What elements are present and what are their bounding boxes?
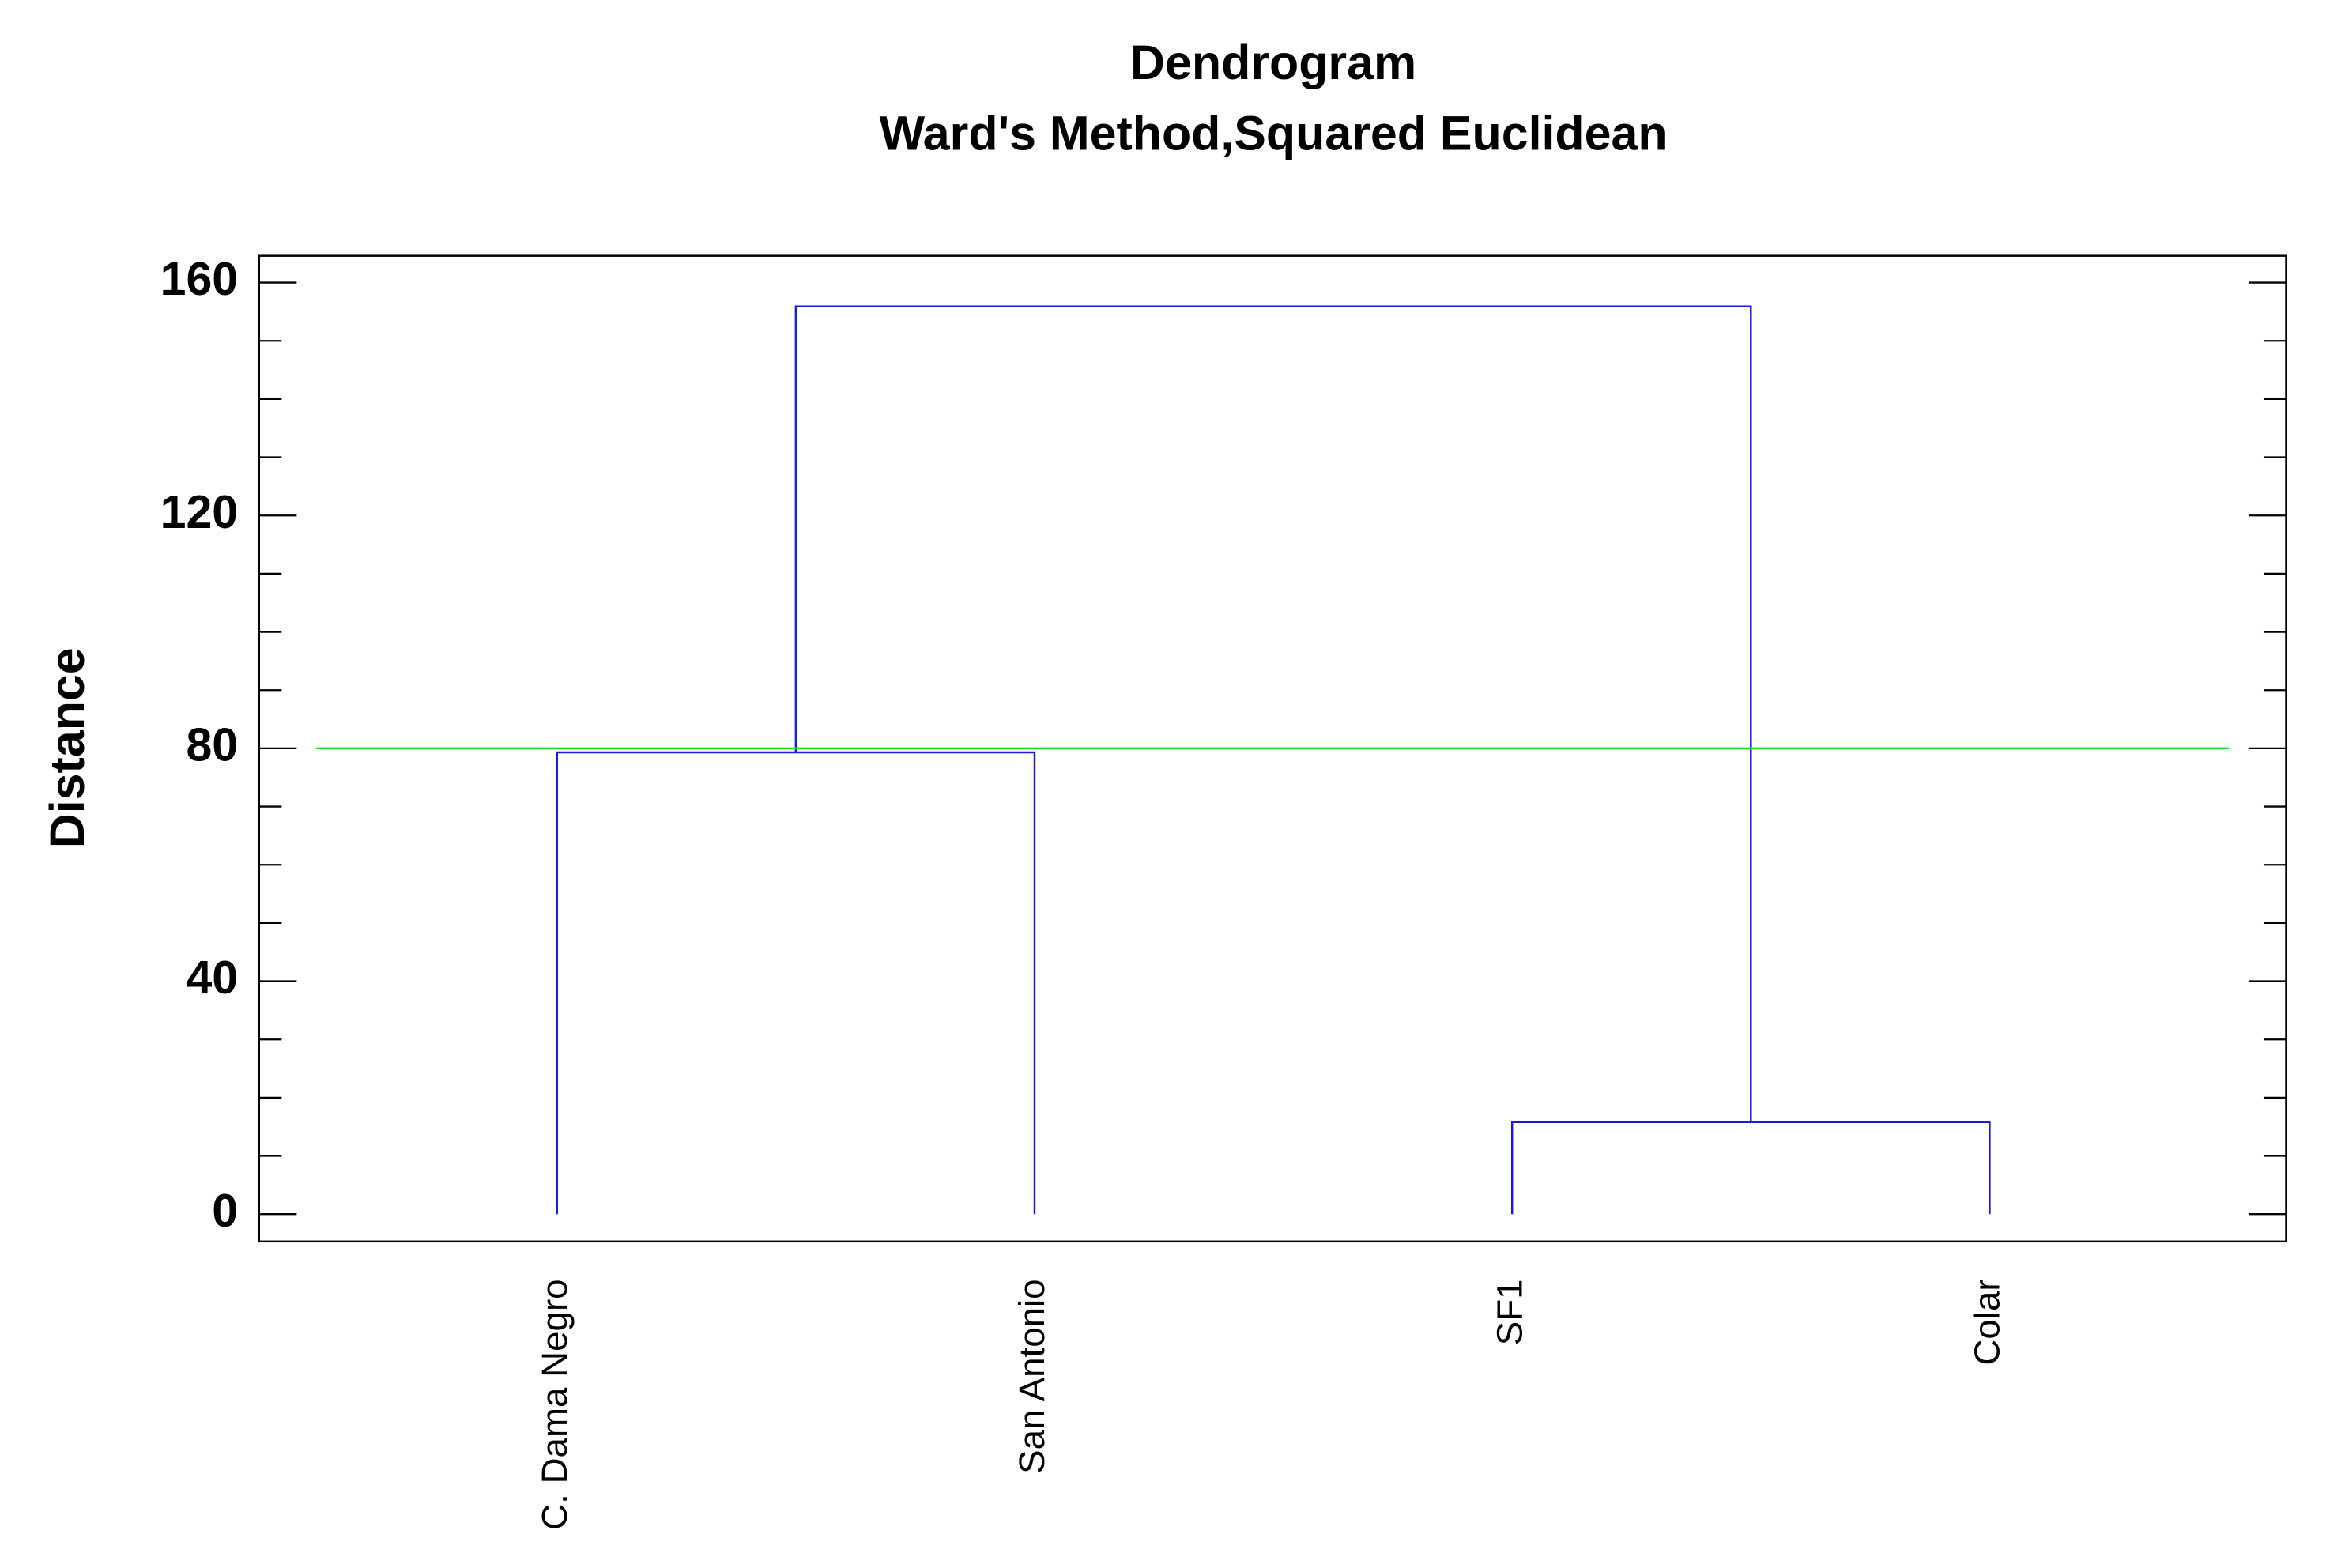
leaf-label: San Antonio (1012, 1279, 1052, 1473)
dendrogram-link (794, 305, 1752, 1122)
y-tick-label: 120 (160, 486, 238, 538)
leaf-label: C. Dama Negro (534, 1279, 575, 1529)
dendrogram-link (1510, 1121, 1991, 1215)
chart-title: Dendrogram (1130, 36, 1416, 89)
y-tick-label: 0 (212, 1185, 238, 1237)
y-axis-label: Distance (40, 647, 94, 848)
dendrogram-link (556, 751, 1036, 1215)
y-tick-label: 160 (160, 253, 238, 305)
chart-subtitle: Ward's Method,Squared Euclidean (880, 106, 1668, 160)
leaf-label: Colar (1966, 1279, 2007, 1365)
y-tick-label: 80 (186, 718, 238, 771)
y-tick-label: 40 (186, 952, 238, 1004)
leaf-label: SF1 (1489, 1279, 1529, 1345)
